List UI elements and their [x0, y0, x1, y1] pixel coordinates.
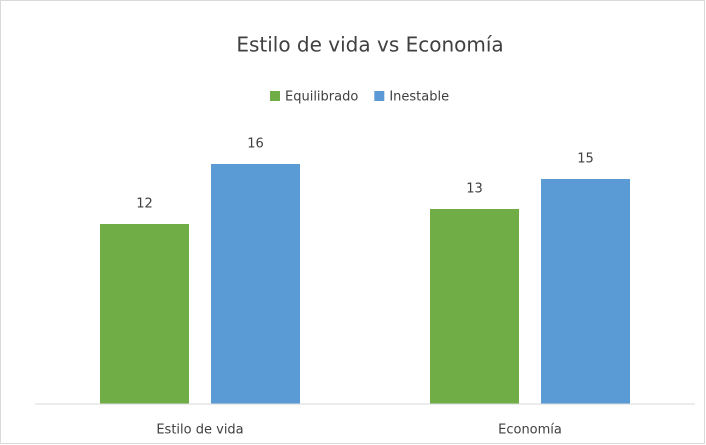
data-label: 16: [247, 137, 264, 152]
legend-swatch: [374, 91, 385, 101]
data-label: 15: [577, 152, 594, 167]
bar: [541, 179, 630, 404]
legend-label: Equilibrado: [285, 90, 358, 105]
bar: [430, 209, 519, 404]
data-label: 12: [136, 197, 153, 212]
bar: [211, 164, 300, 404]
legend-swatch: [270, 91, 280, 101]
x-tick-label: Economía: [498, 423, 562, 438]
bar: [100, 224, 189, 404]
legend-label: Inestable: [389, 90, 449, 105]
data-label: 13: [466, 182, 483, 197]
x-tick-label: Estilo de vida: [156, 423, 243, 438]
chart-title: Estilo de vida vs Economía: [236, 33, 503, 57]
